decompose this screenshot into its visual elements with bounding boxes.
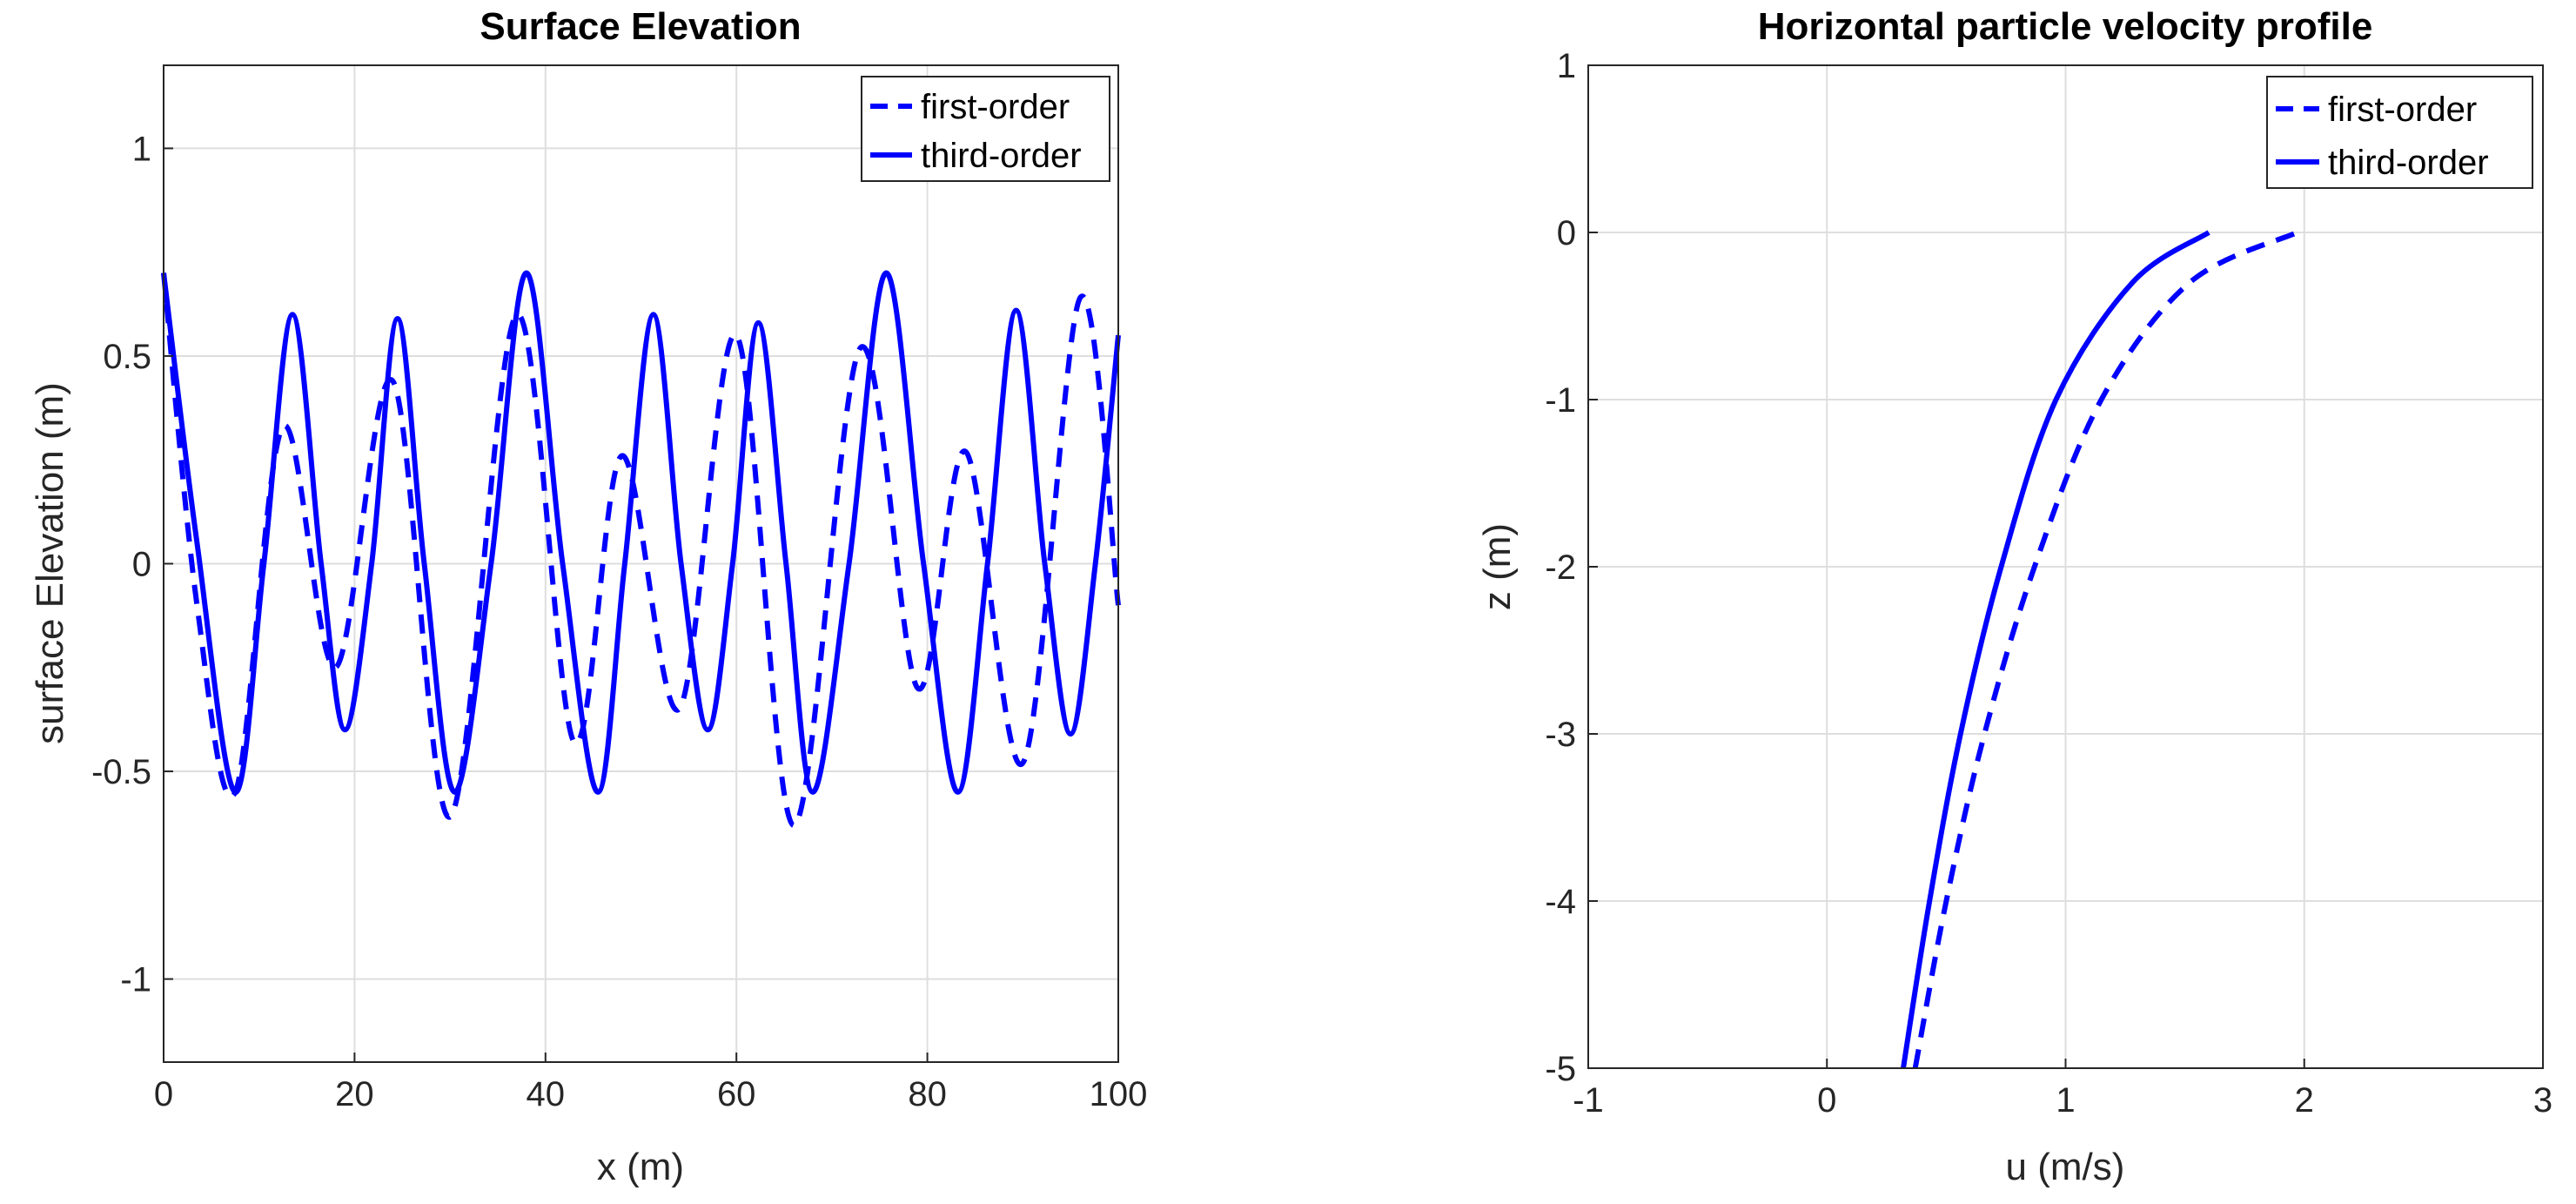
y-tick-label: 1 bbox=[132, 130, 151, 168]
velocity-profile-chart: -1 0 1 2 3 -5 -4 -3 -2 -1 0 1 Horizontal particle v… bbox=[1476, 5, 2553, 1188]
y-tick-label: -0.5 bbox=[91, 753, 151, 791]
series-line-third-order bbox=[1901, 230, 2210, 1069]
legend-box bbox=[2266, 76, 2533, 189]
y-tick-label: -3 bbox=[1545, 716, 1576, 754]
x-tick-label: 20 bbox=[335, 1075, 374, 1113]
x-axis-label: u (m/s) bbox=[2006, 1146, 2125, 1188]
x-tick-label: 60 bbox=[717, 1075, 756, 1113]
x-tick-label: 3 bbox=[2533, 1081, 2553, 1120]
y-tick-label: -5 bbox=[1545, 1050, 1576, 1088]
surface-elevation-chart: 0 20 40 60 80 100 -1 -0.5 0 0.5 1 Surface Elevatio… bbox=[29, 5, 1147, 1188]
y-tick-label: -4 bbox=[1545, 883, 1576, 921]
x-tick-label: -1 bbox=[1573, 1081, 1604, 1120]
x-tick-label: 0 bbox=[154, 1075, 173, 1113]
series-line-third-order bbox=[161, 270, 1121, 795]
x-tick-label: 0 bbox=[1817, 1081, 1836, 1120]
legend-label-third-order: third-order bbox=[921, 137, 1082, 175]
x-tick-label: 100 bbox=[1090, 1075, 1148, 1113]
y-tick-label: 0.5 bbox=[103, 338, 151, 376]
legend: first-order third-order bbox=[861, 76, 1110, 182]
legend-label-third-order: third-order bbox=[2328, 144, 2489, 182]
x-tick-label: 1 bbox=[2056, 1081, 2075, 1120]
legend-label-first-order: first-order bbox=[2328, 91, 2477, 129]
y-tick-label: 1 bbox=[1557, 47, 1576, 85]
y-axis-label: z (m) bbox=[1476, 523, 1519, 610]
legend: first-order third-order bbox=[2266, 76, 2533, 189]
y-tick-label: -1 bbox=[1545, 381, 1576, 420]
legend-box bbox=[861, 76, 1110, 182]
y-axis-label: surface Elevation (m) bbox=[29, 382, 71, 744]
chart-title: Horizontal particle velocity profile bbox=[1758, 5, 2373, 48]
y-tick-label: -2 bbox=[1545, 548, 1576, 587]
x-tick-label: 40 bbox=[527, 1075, 566, 1113]
chart-title: Surface Elevation bbox=[480, 5, 801, 48]
x-tick-label: 2 bbox=[2295, 1081, 2314, 1120]
x-tick-label: 80 bbox=[908, 1075, 947, 1113]
y-tick-label: -1 bbox=[120, 961, 151, 999]
series-line-first-order bbox=[1912, 230, 2298, 1069]
y-tick-label: 0 bbox=[132, 546, 151, 584]
y-tick-label: 0 bbox=[1557, 214, 1576, 252]
x-axis-label: x (m) bbox=[597, 1146, 684, 1188]
legend-label-first-order: first-order bbox=[921, 88, 1070, 126]
series-line-first-order bbox=[161, 272, 1121, 829]
